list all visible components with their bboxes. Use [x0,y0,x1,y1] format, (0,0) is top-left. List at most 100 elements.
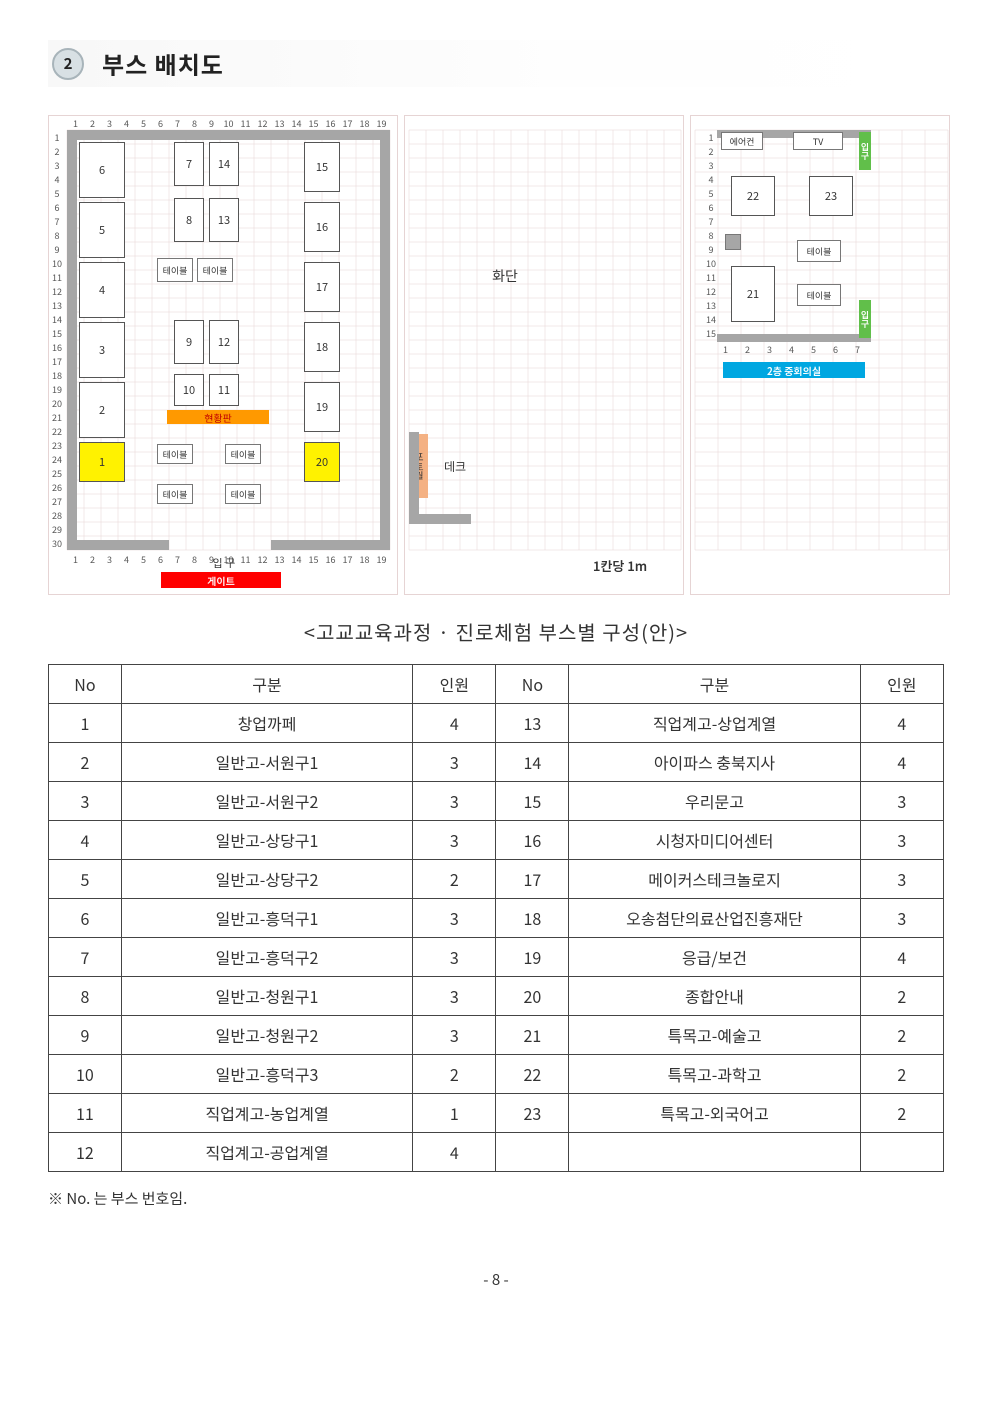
row-label: 2 [49,144,65,159]
wall [67,540,169,550]
table-cell [569,1133,860,1172]
row-label: 24 [49,452,65,467]
entrance-label: 입 구 [184,556,264,570]
col-label: 6 [827,342,844,356]
row-label: 7 [703,214,719,229]
table-box: 테이블 [197,258,233,282]
col-label: 18 [356,116,373,130]
booth-21: 21 [731,266,775,322]
col-label: 2 [84,116,101,130]
table-cell: 13 [496,704,569,743]
col-label: 6 [152,552,169,566]
col-label: 16 [322,552,339,566]
table-cell: 4 [49,821,122,860]
table-cell: 2 [860,1094,943,1133]
col-label: 10 [220,116,237,130]
table-row: 8일반고-청원구1320종합안내2 [49,977,944,1016]
row-label: 1 [49,130,65,145]
table-cell: 3 [413,977,496,1016]
row-label: 8 [703,228,719,243]
table-cell: 3 [413,782,496,821]
table-cell: 1 [49,704,122,743]
table-cell: 2 [49,743,122,782]
table-cell: 1 [413,1094,496,1133]
row-label: 25 [49,466,65,481]
section-header: 2 부스 배치도 [48,40,944,87]
table-cell: 17 [496,860,569,899]
table-row: 3일반고-서원구2315우리문고3 [49,782,944,821]
table-cell: 아이파스 충북지사 [569,743,860,782]
table-cell: 12 [49,1133,122,1172]
meeting-room: 2층 중회의실 [723,362,865,378]
row-label: 8 [49,228,65,243]
booth-13: 13 [209,198,239,242]
col-label: 16 [322,116,339,130]
table-cell: 메이커스테크놀로지 [569,860,860,899]
floorplan-mid: 화단 포토월 데크 1칸당 1m [404,115,684,595]
row-label: 26 [49,480,65,495]
row-label: 11 [703,270,719,285]
col-label: 9 [203,116,220,130]
row-label: 10 [703,256,719,271]
table-cell: 직업계고-농업계열 [121,1094,412,1133]
table-cell: 18 [496,899,569,938]
booth-19: 19 [304,382,340,432]
table-cell: 3 [860,860,943,899]
table-cell: 2 [413,1055,496,1094]
wall [717,334,871,342]
section-title: 부스 배치도 [102,46,224,81]
col-label: 4 [118,552,135,566]
col-label: 5 [135,552,152,566]
row-label: 3 [703,158,719,173]
table-cell: 3 [413,938,496,977]
booth-3: 3 [79,322,125,378]
table-cell: 21 [496,1016,569,1055]
gate-bar: 게이트 [161,572,281,588]
row-label: 7 [49,214,65,229]
table-cell: 16 [496,821,569,860]
table-header: No [49,665,122,704]
table-cell: 11 [49,1094,122,1133]
table-cell: 일반고-청원구1 [121,977,412,1016]
table-header: 구분 [569,665,860,704]
col-label: 13 [271,116,288,130]
table-cell [860,1133,943,1172]
wall [271,540,390,550]
deck-label: 데크 [435,456,475,476]
table-cell: 4 [860,938,943,977]
row-label: 14 [703,312,719,327]
row-label: 13 [49,298,65,313]
col-label: 7 [169,116,186,130]
table-cell: 특목고-예술고 [569,1016,860,1055]
page-number: - 8 - [48,1269,944,1290]
col-label: 11 [237,116,254,130]
table-cell: 오송첨단의료산업진흥재단 [569,899,860,938]
row-label: 12 [703,284,719,299]
table-cell: 2 [413,860,496,899]
table-cell: 3 [413,821,496,860]
col-label: 4 [118,116,135,130]
col-label: 1 [67,116,84,130]
row-label: 16 [49,340,65,355]
booth-1: 1 [79,442,125,482]
table-row: 5일반고-상당구2217메이커스테크놀로지3 [49,860,944,899]
row-label: 15 [49,326,65,341]
table-box: 테이블 [225,444,261,464]
col-label: 15 [305,116,322,130]
booth-11: 11 [209,374,239,406]
table-cell: 일반고-청원구2 [121,1016,412,1055]
table-cell: 3 [860,899,943,938]
row-label: 9 [49,242,65,257]
table-header: 구분 [121,665,412,704]
col-label: 15 [305,552,322,566]
row-label: 28 [49,508,65,523]
booth-9: 9 [174,320,204,364]
table-row: 1창업까페413직업계고-상업계열4 [49,704,944,743]
row-label: 2 [703,144,719,159]
table-cell: 14 [496,743,569,782]
entrance-1: 입구 [859,132,871,170]
entrance-2: 입구 [859,300,871,338]
table-row: 7일반고-흥덕구2319응급/보건4 [49,938,944,977]
booth-23: 23 [809,176,853,216]
row-label: 4 [49,172,65,187]
